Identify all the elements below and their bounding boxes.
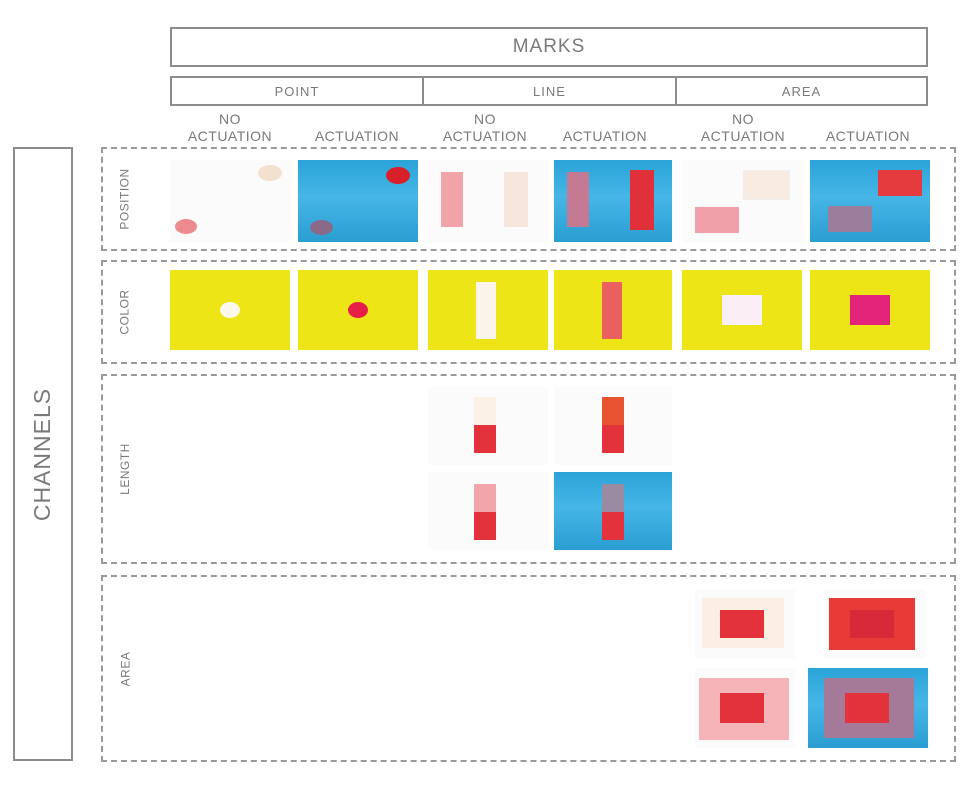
marks-header: MARKS <box>170 27 928 67</box>
sample-color-area-actuation <box>810 270 930 350</box>
row-label-length: LENGTH <box>118 443 132 495</box>
sample-length-top-actuation <box>554 387 672 465</box>
column-label-point: POINT <box>274 83 320 99</box>
subheader-actuation: ACTUATION <box>825 128 911 144</box>
row-label-color: COLOR <box>118 289 132 335</box>
subheader-no: NO <box>732 111 754 127</box>
subheader-point-actuation: ACTUATION <box>297 111 417 145</box>
sample-position-area-actuation <box>810 160 930 242</box>
row-label-position: POSITION <box>118 168 132 230</box>
column-header-line: LINE <box>422 76 677 106</box>
channels-header: CHANNELS <box>13 147 73 761</box>
sample-position-line-no-actuation <box>428 160 548 242</box>
subheader-actuation: ACTUATION <box>314 128 400 144</box>
row-position <box>101 147 956 251</box>
row-label-area: AREA <box>118 651 132 686</box>
subheader-area-no-actuation: NO ACTUATION <box>683 111 803 145</box>
sample-color-point-no-actuation <box>170 270 290 350</box>
sample-position-point-no-actuation <box>170 160 290 242</box>
subheader-area-actuation: ACTUATION <box>808 111 928 145</box>
sample-position-area-no-actuation <box>683 160 803 242</box>
sample-position-line-actuation <box>554 160 672 242</box>
sample-length-top-no-actuation <box>428 387 548 465</box>
subheader-line-no-actuation: NO ACTUATION <box>425 111 545 145</box>
row-length <box>101 374 956 564</box>
sample-area-bottom-actuation <box>808 668 928 748</box>
sample-position-point-actuation <box>298 160 418 242</box>
sample-area-top-no-actuation <box>695 590 795 658</box>
channels-title: CHANNELS <box>29 387 56 521</box>
subheader-line-actuation: ACTUATION <box>545 111 665 145</box>
sample-area-top-actuation <box>825 590 925 658</box>
sample-color-point-actuation <box>298 270 418 350</box>
row-color <box>101 260 956 364</box>
subheader-actuation: ACTUATION <box>442 128 528 144</box>
subheader-no: NO <box>219 111 241 127</box>
sample-color-line-no-actuation <box>428 270 548 350</box>
column-header-area: AREA <box>675 76 928 106</box>
sample-color-area-no-actuation <box>682 270 802 350</box>
column-label-line: LINE <box>533 83 566 99</box>
sample-color-line-actuation <box>554 270 672 350</box>
sample-length-bottom-actuation <box>554 472 672 550</box>
subheader-no: NO <box>474 111 496 127</box>
subheader-actuation: ACTUATION <box>562 128 648 144</box>
sample-area-bottom-no-actuation <box>695 668 795 748</box>
subheader-actuation: ACTUATION <box>700 128 786 144</box>
subheader-point-no-actuation: NO ACTUATION <box>170 111 290 145</box>
column-header-point: POINT <box>170 76 424 106</box>
row-area <box>101 575 956 762</box>
column-label-area: AREA <box>781 83 822 99</box>
subheader-actuation: ACTUATION <box>187 128 273 144</box>
marks-title: MARKS <box>512 36 586 57</box>
sample-length-bottom-no-actuation <box>428 472 548 550</box>
